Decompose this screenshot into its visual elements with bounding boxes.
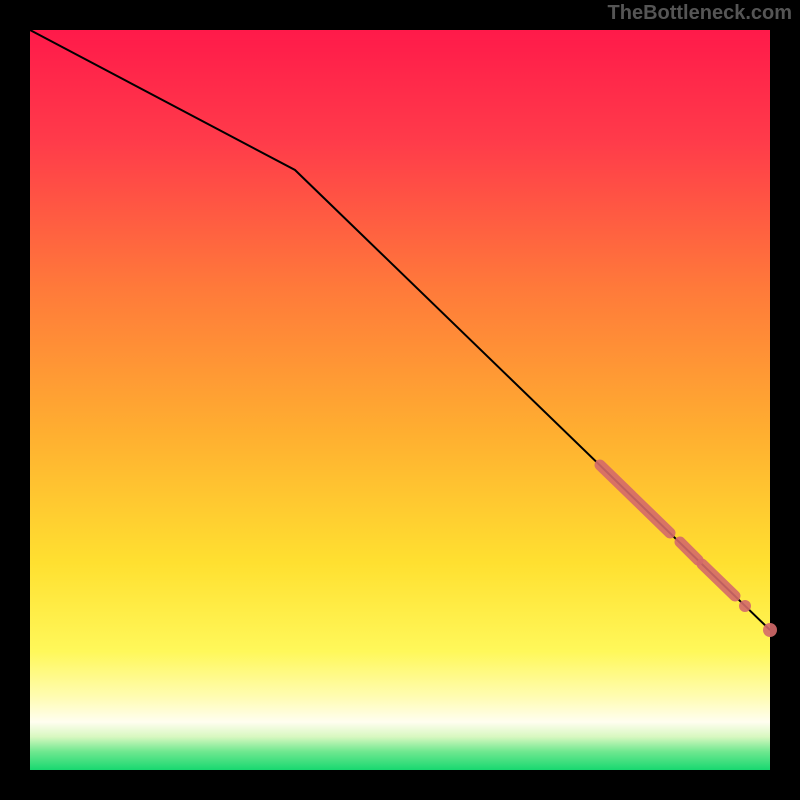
plot-background <box>30 30 770 770</box>
chart-canvas <box>0 0 800 800</box>
watermark-text: TheBottleneck.com <box>608 2 792 25</box>
